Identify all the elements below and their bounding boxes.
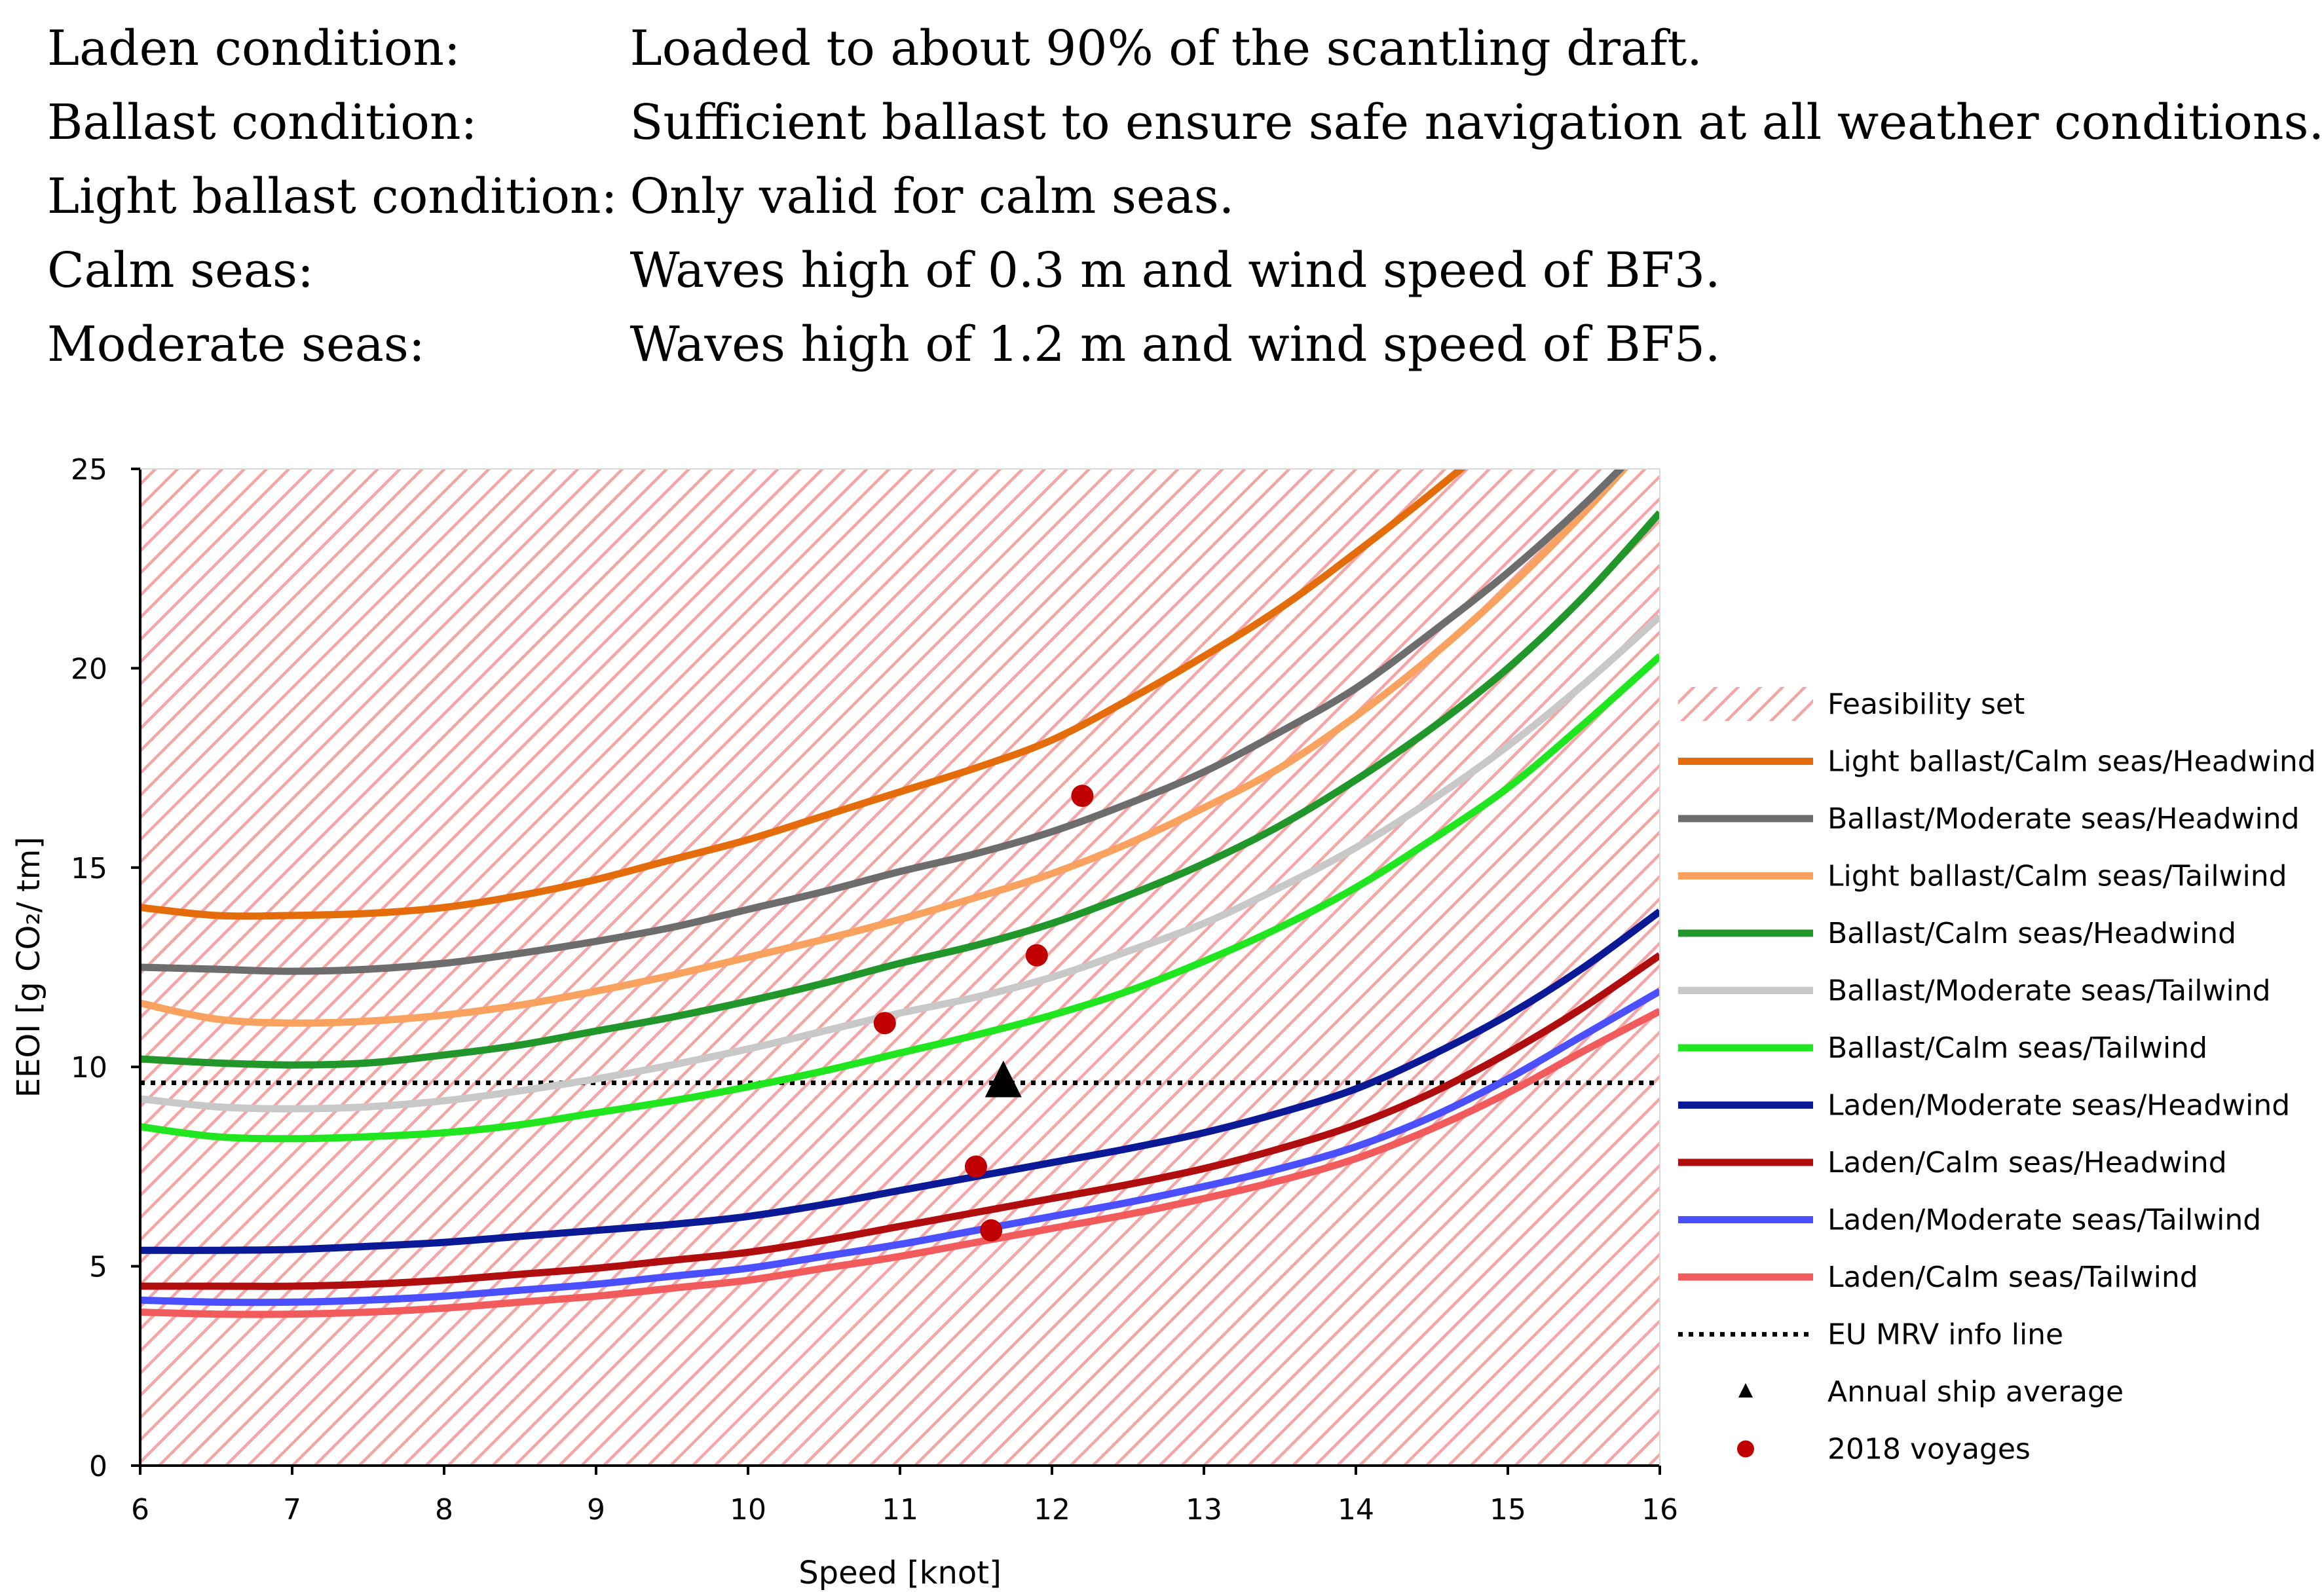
legend-label-mrv-line: EU MRV info line [1827, 1318, 2063, 1352]
series-line [140, 614, 1660, 1113]
series-line [140, 654, 1660, 1143]
axes: 0 5 10 15 20 25 6 7 8 9 10 11 12 13 14 15 16 Speed [knot]… [10, 453, 1678, 1591]
definition-description: Loaded to about 90% of the scantling dra… [629, 20, 1702, 77]
legend-label-series: Ballast/Moderate seas/Headwind [1827, 802, 2300, 836]
x-tick-label: 6 [131, 1493, 149, 1527]
legend-swatch-annual-average [1738, 1383, 1753, 1398]
voyage-point [1071, 785, 1094, 807]
legend-swatch-voyages [1737, 1440, 1754, 1458]
definition-row: Calm seas: Waves high of 0.3 m and wind s… [47, 234, 2324, 308]
y-tick-label: 15 [71, 852, 107, 885]
definition-description: Waves high of 1.2 m and wind speed of BF… [629, 316, 1721, 373]
x-tick-label: 14 [1338, 1493, 1374, 1527]
legend-label-voyages: 2018 voyages [1827, 1433, 2031, 1466]
series-line [140, 469, 1467, 920]
x-tick-label: 10 [730, 1493, 766, 1527]
y-tick-label: 5 [89, 1251, 107, 1284]
y-tick-label: 20 [71, 652, 107, 686]
y-axis-title: EEOI [g CO₂/ tm] [10, 837, 47, 1098]
definition-description: Waves high of 0.3 m and wind speed of BF… [629, 242, 1721, 299]
y-tick-label: 10 [71, 1051, 107, 1084]
x-tick-label: 11 [882, 1493, 918, 1527]
definition-row: Laden condition: Loaded to about 90% of t… [47, 12, 2324, 86]
definition-term: Ballast condition: [47, 94, 478, 151]
definition-term: Laden condition: [47, 20, 460, 77]
x-axis-title: Speed [knot] [798, 1555, 1002, 1591]
legend-label-series: Laden/Moderate seas/Headwind [1827, 1089, 2290, 1122]
definitions-table: Laden condition: Loaded to about 90% of t… [47, 12, 2324, 382]
definitions-body: Laden condition: Loaded to about 90% of t… [47, 12, 2324, 382]
legend-swatch-feasibility [1678, 687, 1813, 721]
voyage-point [965, 1155, 987, 1178]
definition-description: Only valid for calm seas. [629, 168, 1235, 225]
legend-label-series: Light ballast/Calm seas/Tailwind [1827, 860, 2287, 893]
y-tick-label: 25 [71, 453, 107, 487]
plot-area [140, 469, 1660, 1466]
legend-label-series: Laden/Calm seas/Headwind [1827, 1146, 2227, 1179]
series-line [140, 1008, 1660, 1318]
definition-row: Moderate seas: Waves high of 1.2 m and wi… [47, 308, 2324, 382]
definition-term: Moderate seas: [47, 316, 425, 373]
series-line [140, 469, 1629, 1027]
x-tick-label: 13 [1186, 1493, 1222, 1527]
legend: Feasibility set Light ballast/Calm seas/H… [1678, 687, 2316, 1466]
definition-term: Calm seas: [47, 242, 314, 299]
legend-label-series: Ballast/Moderate seas/Tailwind [1827, 974, 2271, 1008]
series-line [140, 469, 1626, 975]
voyage-point [980, 1219, 1003, 1242]
legend-label-feasibility: Feasibility set [1827, 688, 2025, 721]
y-tick-label: 0 [89, 1450, 107, 1483]
series-line [140, 988, 1660, 1306]
legend-label-series: Light ballast/Calm seas/Headwind [1827, 745, 2316, 779]
annual-average-marker [984, 1060, 1022, 1098]
legend-label-series: Ballast/Calm seas/Tailwind [1827, 1031, 2207, 1065]
x-tick-label: 8 [435, 1493, 453, 1527]
x-tick-label: 9 [587, 1493, 605, 1527]
x-tick-label: 15 [1490, 1493, 1526, 1527]
legend-label-series: Laden/Moderate seas/Tailwind [1827, 1204, 2261, 1237]
series-line [140, 510, 1660, 1069]
x-tick-label: 7 [283, 1493, 301, 1527]
legend-label-series: Ballast/Calm seas/Headwind [1827, 917, 2236, 950]
definition-row: Light ballast condition: Only valid for c… [47, 160, 2324, 234]
series-line [140, 952, 1660, 1290]
voyage-point [1025, 944, 1048, 967]
definition-row: Ballast condition: Sufficient ballast to … [47, 86, 2324, 160]
legend-label-annual-average: Annual ship average [1827, 1375, 2124, 1409]
series-line [140, 908, 1660, 1254]
x-tick-label: 12 [1034, 1493, 1070, 1527]
definition-description: Sufficient ballast to ensure safe naviga… [629, 94, 2324, 151]
x-tick-label: 16 [1641, 1493, 1678, 1527]
legend-label-series: Laden/Calm seas/Tailwind [1827, 1261, 2198, 1294]
definition-term: Light ballast condition: [47, 168, 618, 225]
voyage-point [873, 1012, 896, 1035]
